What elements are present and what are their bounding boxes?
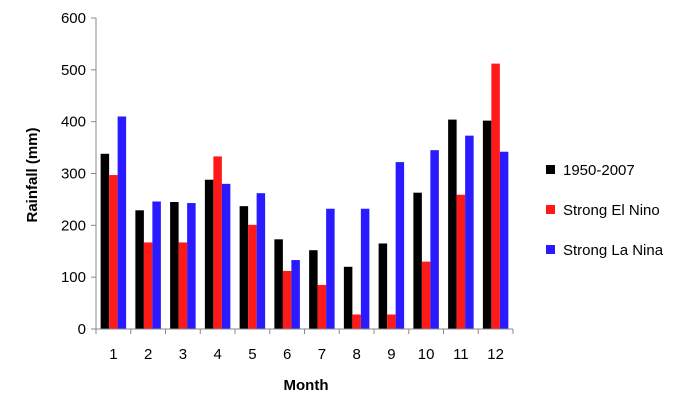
bar-series-2 — [421, 261, 431, 329]
bar-series-3 — [152, 201, 161, 329]
x-tick-label: 6 — [283, 346, 291, 363]
y-tick-label: 600 — [61, 10, 86, 27]
bar-series-3 — [256, 193, 266, 329]
x-tick-label: 10 — [418, 346, 435, 363]
bar-series-2 — [143, 242, 153, 329]
bar-series-3 — [465, 135, 474, 329]
y-tick-label: 200 — [61, 217, 86, 234]
y-tick-label: 400 — [61, 114, 86, 131]
x-tick-label: 8 — [352, 346, 360, 363]
bar-series-3 — [221, 183, 231, 329]
bar-series-1 — [100, 153, 110, 329]
bar-series-3 — [430, 150, 439, 329]
y-tick-label: 300 — [61, 166, 86, 183]
bar-series-3 — [291, 260, 300, 329]
x-tick-label: 5 — [248, 346, 256, 363]
legend-label: Strong El Nino — [563, 202, 660, 219]
bar-series-2 — [491, 63, 500, 329]
bar-series-3 — [187, 203, 196, 329]
bar-series-1 — [274, 239, 283, 329]
legend-label: 1950-2007 — [563, 162, 635, 179]
bar-series-2 — [456, 194, 466, 329]
legend-label: Strong La Nina — [563, 242, 664, 259]
bar-series-2 — [352, 314, 361, 329]
legend-swatch — [546, 245, 555, 254]
bar-series-3 — [499, 151, 509, 329]
x-tick-label: 3 — [179, 346, 187, 363]
bar-series-2 — [387, 314, 396, 329]
bar-series-2 — [178, 242, 188, 329]
legend: 1950-2007 Strong El Nino Strong La Nina — [546, 162, 664, 259]
bar-series-2 — [282, 270, 292, 329]
bar-series-1 — [204, 179, 214, 329]
x-tick-label: 9 — [387, 346, 395, 363]
x-tick-label: 1 — [109, 346, 117, 363]
bar-series-1 — [343, 266, 353, 329]
bar-series-3 — [326, 208, 335, 329]
bar-series-1 — [482, 120, 492, 329]
x-ticks: 1 2 3 4 5 6 7 8 9 10 11 12 — [95, 329, 514, 363]
legend-swatch — [546, 165, 555, 174]
bar-series-3 — [117, 116, 127, 329]
bar-series-1 — [378, 243, 388, 329]
bar-series-3 — [360, 208, 370, 329]
bar-series-2 — [248, 224, 257, 329]
y-ticks: 0 100 200 300 400 500 600 — [61, 10, 96, 338]
x-tick-label: 2 — [144, 346, 152, 363]
bar-series-1 — [239, 206, 249, 329]
x-tick-label: 7 — [318, 346, 326, 363]
y-tick-label: 100 — [61, 269, 86, 286]
x-tick-label: 12 — [487, 346, 504, 363]
bar-series-3 — [395, 162, 405, 329]
bar-series-1 — [448, 119, 457, 330]
bar-series-2 — [317, 284, 327, 329]
bar-series-2 — [213, 156, 222, 329]
bar-series-1 — [413, 192, 422, 329]
x-axis-title: Month — [284, 377, 329, 394]
y-tick-label: 0 — [78, 321, 86, 338]
bar-series-1 — [309, 250, 318, 329]
x-tick-label: 11 — [453, 346, 469, 363]
x-tick-label: 4 — [213, 346, 221, 363]
bar-series-1 — [135, 210, 144, 329]
bars-group — [100, 63, 509, 330]
bar-series-1 — [170, 202, 179, 329]
y-axis-title: Rainfall (mm) — [24, 127, 41, 222]
bar-series-2 — [109, 175, 118, 329]
legend-swatch — [546, 205, 555, 214]
y-tick-label: 500 — [61, 62, 86, 79]
